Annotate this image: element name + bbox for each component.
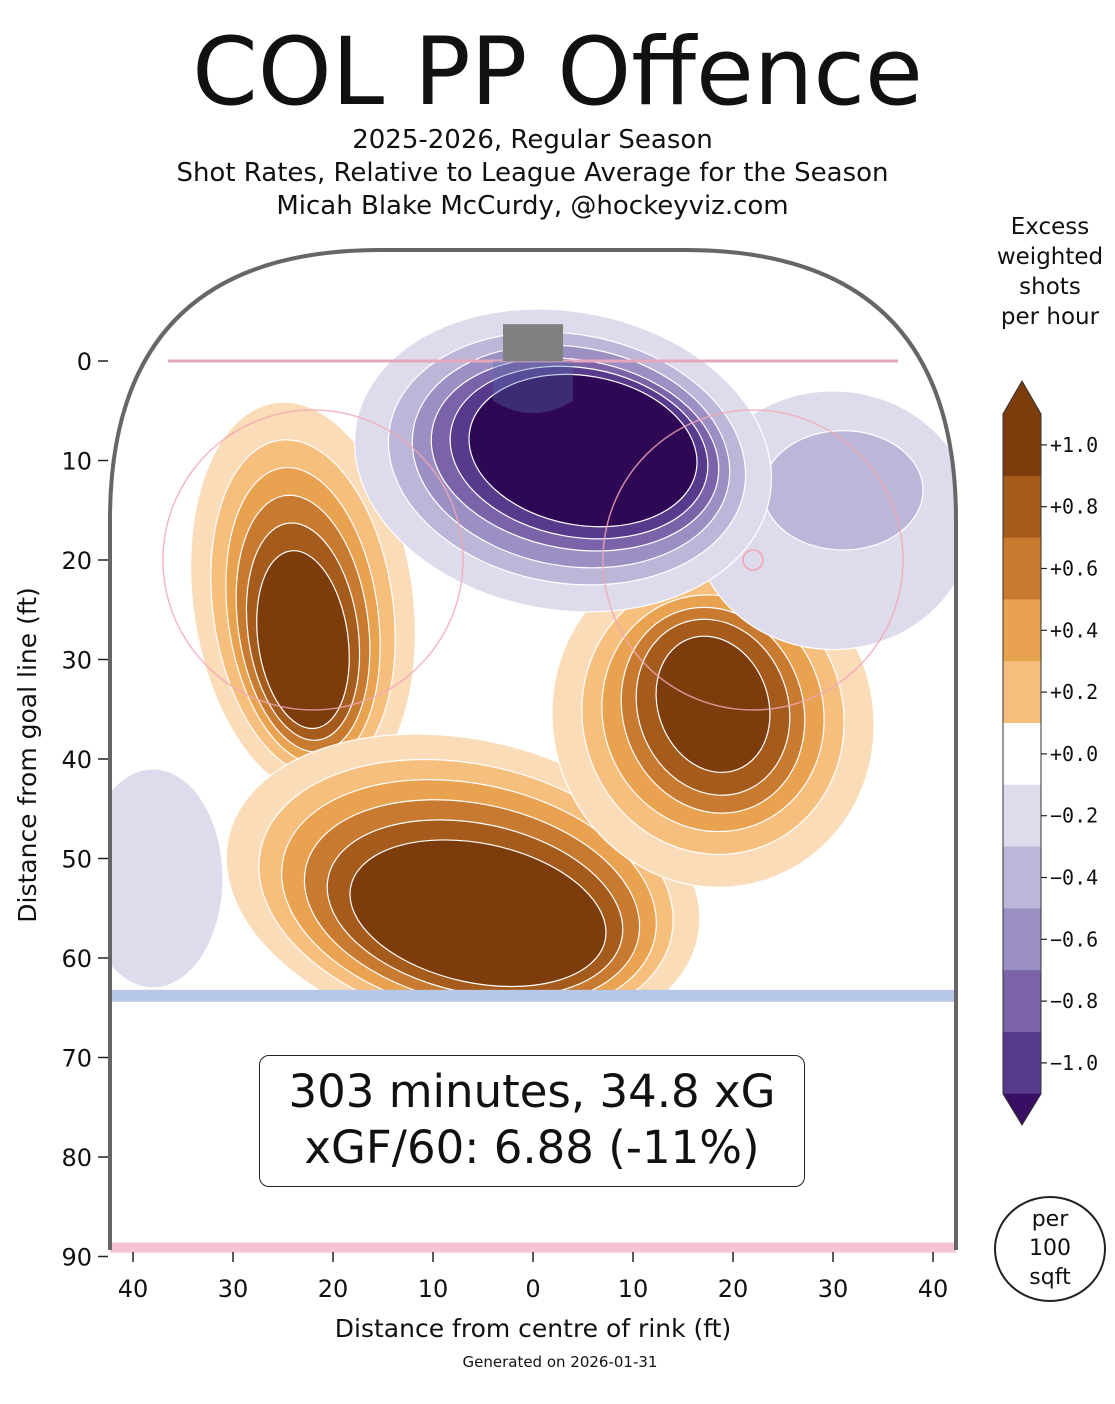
stats-minutes-xg: 303 minutes, 34.8 xG [288,1065,776,1118]
x-tick-label: 10 [418,1275,449,1303]
colorbar-band [1003,846,1041,909]
x-tick-label: 20 [718,1275,749,1303]
colorbar: +1.0 +0.8 +0.6 +0.4 +0.2 +0.0 −0.2 −0.4 −0.6 −0.8… [1002,379,1098,1126]
y-tick-label: 20 [61,547,92,575]
colorbar-band [1003,1032,1041,1095]
blue-line [110,989,956,1002]
colorbar-tick-label: −0.2 [1050,804,1098,828]
subtitle-author: Micah Blake McCurdy, @hockeyviz.com [276,191,789,221]
colorbar-title-line: shots [1019,274,1081,300]
colorbar-tick-label: +1.0 [1050,433,1098,457]
colorbar-top-arrow [1003,381,1041,414]
y-tick-label: 10 [61,448,92,476]
colorbar-band [1003,475,1041,539]
coldspot-right-contour [762,430,924,551]
y-tick-label: 60 [61,945,92,973]
per-area-line: sqft [1029,1265,1071,1290]
faceoff-circle-right [602,409,904,711]
y-tick-label: 70 [61,1045,92,1073]
coldspot-centre-contour [468,373,698,528]
colorbar-tick-label: +0.0 [1050,742,1098,766]
y-tick-label: 40 [61,746,92,774]
colorbar-band [1003,537,1041,600]
x-tick-label: 40 [118,1275,149,1303]
x-tick-label: 20 [318,1275,349,1303]
y-tick-label: 90 [61,1244,92,1272]
colorbar-band [1003,599,1041,662]
x-tick-label: 40 [918,1275,949,1303]
colorbar-band [1003,908,1041,971]
per-area-line: per [1031,1207,1069,1232]
colorbar-tick-label: −1.0 [1050,1051,1098,1075]
x-axis-label: Distance from centre of rink (ft) [335,1314,731,1343]
colorbar-band [1003,970,1041,1033]
coldspot-left-contour [110,768,224,989]
faceoff-circle-left [162,409,464,711]
per-area-badge: per 100 sqft [994,1196,1106,1302]
colorbar-tick-label: −0.8 [1050,989,1098,1013]
hotspot-left-contour [256,550,350,730]
goal-crease [493,361,573,414]
x-tick-label: 0 [525,1275,540,1303]
colorbar-title: Excess weighted shots per hour [990,212,1110,332]
colorbar-tick-label: +0.8 [1050,495,1098,519]
goal-net [503,324,563,361]
colorbar-tick-label: +0.6 [1050,557,1098,581]
x-tick-label: 30 [818,1275,849,1303]
stats-xgf60: xGF/60: 6.88 (-11%) [304,1121,760,1174]
subtitle-season: 2025-2026, Regular Season [352,125,713,155]
y-tick-label: 30 [61,647,92,675]
colorbar-tick-label: +0.4 [1050,618,1098,642]
end-line [110,1242,956,1253]
y-tick-label: 0 [77,348,92,376]
generated-note: Generated on 2026-01-31 [462,1353,658,1371]
axes: 40 30 20 10 0 10 20 30 40 0 10 20 30 40 50 60 70 80 90 Dist… [13,348,948,1343]
colorbar-title-line: Excess [1010,214,1090,240]
colorbar-bottom-arrow [1003,1093,1041,1125]
stats-box: 303 minutes, 34.8 xG xGF/60: 6.88 (-11%) [259,1055,805,1187]
rink-boards [108,248,958,1250]
hotspot-centre-contour [349,839,607,988]
colorbar-title-line: weighted [996,244,1104,270]
colorbar-tick-label: −0.6 [1050,927,1098,951]
colorbar-outline [1002,379,1042,1126]
colorbar-band [1003,784,1041,848]
colorbar-tick-label: +0.2 [1050,680,1098,704]
y-tick-label: 80 [61,1144,92,1172]
colorbar-band [1003,414,1041,477]
y-tick-label: 50 [61,846,92,874]
faceoff-dot-right [742,549,764,571]
rink-markings [108,248,958,1253]
x-tick-label: 10 [618,1275,649,1303]
y-axis-label: Distance from goal line (ft) [13,587,42,923]
colorbar-band [1003,723,1041,786]
colorbar-band [1003,661,1041,724]
chart-title: COL PP Offence [192,18,923,127]
subtitle-description: Shot Rates, Relative to League Average f… [176,158,889,188]
colorbar-tick-label: −0.4 [1050,866,1098,890]
x-tick-label: 30 [218,1275,249,1303]
colorbar-title-line: per hour [1000,304,1100,330]
per-area-line: 100 [1029,1236,1071,1261]
heatmap-layer [110,308,956,1250]
